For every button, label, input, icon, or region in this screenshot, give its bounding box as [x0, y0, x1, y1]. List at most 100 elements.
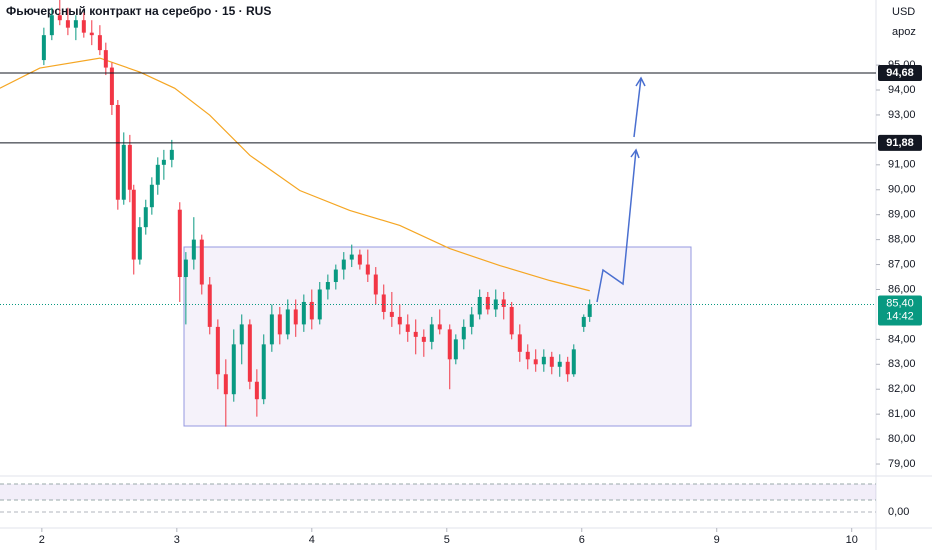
- range-box: [183, 246, 692, 427]
- candle-body: [309, 301, 314, 320]
- candle-body: [121, 144, 126, 200]
- candle-body: [277, 314, 282, 335]
- projection-arrow: [633, 77, 642, 138]
- candle-body: [155, 164, 160, 185]
- candle-body: [477, 296, 482, 315]
- candle-body: [317, 289, 322, 320]
- x-tick-label: 9: [714, 534, 720, 546]
- y-tick-label: 79,00: [888, 458, 916, 470]
- projection-arrow: [596, 149, 637, 303]
- x-tick-label: 2: [39, 534, 45, 546]
- y-tick-label: 94,00: [888, 84, 916, 96]
- y-tick-label: 86,00: [888, 283, 916, 295]
- x-tick-label: 4: [309, 534, 315, 546]
- arrow-head: [630, 148, 640, 159]
- candle-body: [131, 189, 136, 260]
- candle-body: [207, 284, 212, 327]
- candle-body: [373, 274, 378, 295]
- candle-body: [247, 324, 252, 382]
- candle-body: [231, 344, 236, 395]
- level-tag: [878, 65, 922, 82]
- y-tick-label: 93,00: [888, 109, 916, 121]
- candle-body: [571, 349, 576, 375]
- candle-body: [525, 351, 530, 360]
- candle-body: [341, 259, 346, 270]
- candle-body: [469, 314, 474, 327]
- candle-body: [161, 159, 166, 165]
- candle-body: [103, 50, 108, 68]
- candle-body: [541, 356, 546, 365]
- candle-body: [325, 282, 330, 290]
- indicator-band: [0, 484, 876, 500]
- candle-body: [357, 254, 362, 265]
- y-tick-label: 87,00: [888, 258, 916, 270]
- candle-body: [261, 344, 266, 400]
- candle-body: [581, 316, 586, 327]
- x-tick-label: 5: [444, 534, 450, 546]
- candle-body: [421, 336, 426, 342]
- candle-body: [429, 324, 434, 342]
- candle-body: [41, 35, 46, 61]
- candle-body: [365, 264, 370, 275]
- y-tick-label: 82,00: [888, 383, 916, 395]
- countdown: 14:42: [886, 310, 914, 322]
- candle-body: [447, 329, 452, 360]
- candle-body: [389, 311, 394, 317]
- candle-body: [549, 356, 554, 367]
- candle-body: [333, 269, 338, 283]
- candle-body: [191, 239, 196, 260]
- candle-body: [285, 309, 290, 335]
- y-tick-label: 91,00: [888, 159, 916, 171]
- y-tick-label: 83,00: [888, 358, 916, 370]
- candle-body: [239, 324, 244, 345]
- candle-body: [177, 209, 182, 278]
- y-tick-label: 88,00: [888, 234, 916, 246]
- indicator-tick-label: 0,00: [888, 506, 909, 518]
- x-tick-label: 3: [174, 534, 180, 546]
- candle-body: [223, 374, 228, 395]
- candle-body: [349, 254, 354, 260]
- x-tick-label: 10: [846, 534, 858, 546]
- candle-body: [293, 309, 298, 325]
- candle-body: [565, 361, 570, 375]
- y-tick-label: 89,00: [888, 209, 916, 221]
- candle-body: [533, 359, 538, 365]
- candle-body: [254, 381, 259, 400]
- y-tick-label: 80,00: [888, 433, 916, 445]
- y-tick-label: 90,00: [888, 184, 916, 196]
- candle-body: [509, 306, 514, 335]
- level-label: 94,68: [886, 67, 914, 79]
- y-tick-label: 81,00: [888, 408, 916, 420]
- candle-body: [115, 104, 120, 200]
- chart-title: Фьючерсный контракт на серебро · 15 · RU…: [6, 4, 271, 18]
- candle-body: [587, 304, 592, 317]
- arrow-head: [635, 76, 646, 87]
- candle-body: [269, 314, 274, 345]
- x-tick-label: 6: [579, 534, 585, 546]
- last-price-label: 85,40: [886, 297, 914, 309]
- level-tag: [878, 134, 922, 151]
- level-label: 91,88: [886, 137, 914, 149]
- candle-body: [437, 324, 442, 330]
- candle-body: [183, 259, 188, 278]
- last-price-tag: [878, 295, 922, 326]
- currency: USD: [892, 6, 915, 18]
- candle-body: [73, 20, 78, 28]
- candle-body: [109, 67, 114, 105]
- y-tick-label: 84,00: [888, 333, 916, 345]
- candle-body: [485, 296, 490, 310]
- candle-body: [81, 20, 86, 33]
- candle-body: [169, 149, 174, 160]
- candle-body: [57, 15, 62, 21]
- candle-body: [517, 334, 522, 352]
- candle-body: [215, 326, 220, 375]
- candle-body: [413, 331, 418, 337]
- candle-body: [405, 324, 410, 332]
- candle-body: [49, 15, 54, 36]
- candle-body: [97, 35, 102, 51]
- candle-body: [397, 316, 402, 325]
- candle-body: [149, 184, 154, 208]
- candle-body: [137, 227, 142, 260]
